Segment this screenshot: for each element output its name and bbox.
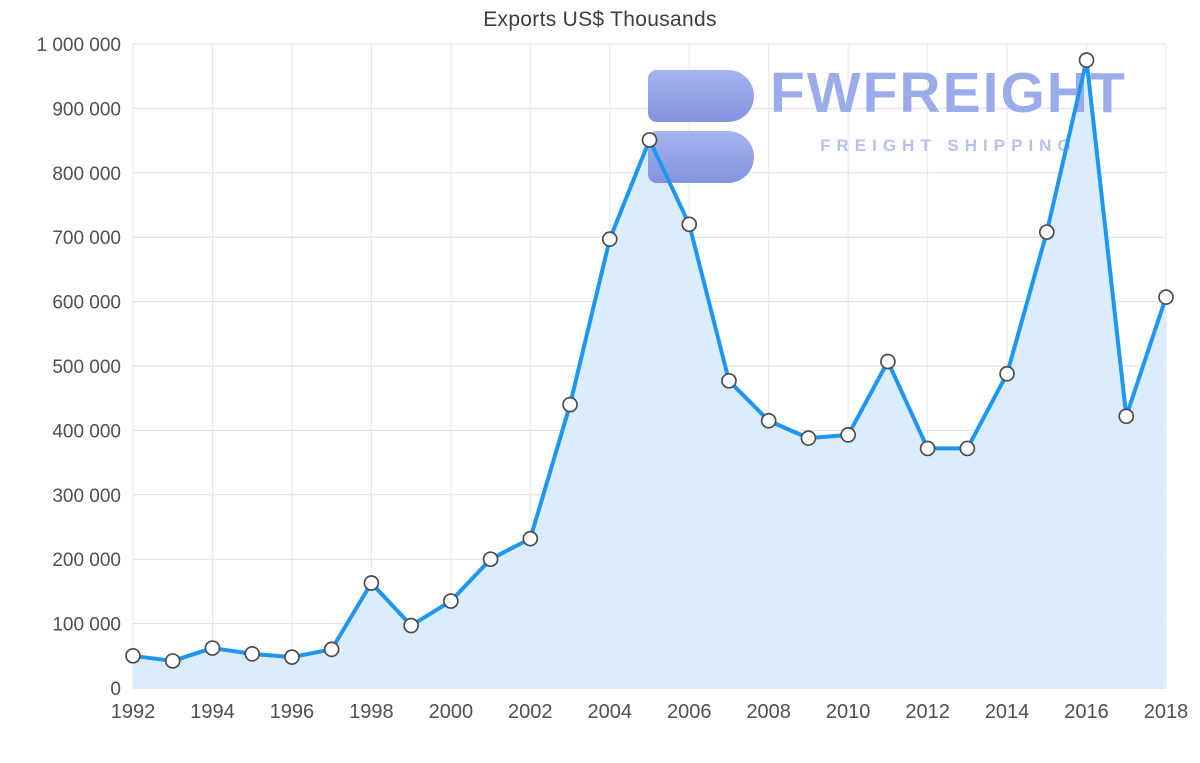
x-axis-tick-label: 2000 xyxy=(429,701,474,723)
data-point-marker xyxy=(919,440,936,457)
x-axis-tick-label: 1996 xyxy=(270,701,315,723)
y-axis-tick-label: 100 000 xyxy=(52,615,121,636)
data-point-marker xyxy=(1158,289,1174,305)
y-axis-tick-label: 300 000 xyxy=(52,486,121,507)
x-axis-tick-label: 2014 xyxy=(985,701,1030,723)
data-point-marker xyxy=(800,430,817,446)
x-axis-tick-label: 2002 xyxy=(508,701,553,723)
data-point-marker xyxy=(1038,224,1055,240)
watermark-tagline-text: FREIGHT SHIPPING xyxy=(820,135,1077,155)
x-axis-tick-label: 2016 xyxy=(1064,701,1109,723)
data-point-marker xyxy=(880,353,896,370)
x-axis-tick-label: 2012 xyxy=(905,701,950,723)
data-point-marker xyxy=(482,551,499,568)
x-axis-tick-label: 1998 xyxy=(349,701,394,723)
data-point-marker xyxy=(641,132,658,148)
x-axis-tick-label: 2008 xyxy=(746,701,791,723)
data-point-marker xyxy=(840,427,857,443)
y-axis-tick-label: 500 000 xyxy=(52,357,121,378)
data-point-marker xyxy=(959,440,976,457)
x-axis-tick-label: 2010 xyxy=(826,701,871,723)
y-axis-tick-label: 400 000 xyxy=(52,421,121,442)
data-point-marker xyxy=(999,365,1015,382)
data-point-marker xyxy=(363,575,380,591)
logo-upper-lobe xyxy=(648,70,754,122)
data-point-marker xyxy=(562,396,578,413)
y-axis-tick-label: 700 000 xyxy=(52,228,121,249)
fwfreight-watermark: FWFREIGHT FREIGHT SHIPPING xyxy=(648,61,1127,183)
data-point-marker xyxy=(204,640,221,656)
y-axis-tick-label: 1 000 000 xyxy=(36,35,121,56)
data-point-marker xyxy=(681,216,698,233)
y-axis-tick-label: 800 000 xyxy=(52,164,121,185)
data-point-marker xyxy=(1078,52,1095,68)
x-axis-tick-label: 1992 xyxy=(111,701,156,723)
data-point-marker xyxy=(164,653,181,669)
data-point-marker xyxy=(125,647,141,664)
series-line xyxy=(131,58,1168,663)
data-point-marker xyxy=(522,530,539,547)
watermark-text-block: FWFREIGHT FREIGHT SHIPPING xyxy=(770,61,1127,156)
x-axis-tick-label: 2004 xyxy=(588,701,633,723)
y-axis-tick-label: 0 xyxy=(110,679,121,700)
data-point-marker xyxy=(721,372,737,389)
data-point-marker xyxy=(284,649,300,665)
chart-title: Exports US$ Thousands xyxy=(483,8,717,31)
data-point-marker xyxy=(403,617,419,634)
x-axis-tick-label: 1994 xyxy=(190,701,235,723)
y-axis-tick-label: 200 000 xyxy=(52,550,121,571)
data-point-marker xyxy=(244,646,261,662)
data-point-marker xyxy=(323,641,340,658)
x-axis-tick-label: 2018 xyxy=(1144,701,1189,723)
area-fill xyxy=(133,60,1166,689)
data-point-marker xyxy=(1118,408,1135,425)
y-axis-tick-label: 600 000 xyxy=(52,293,121,314)
data-point-marker xyxy=(601,231,618,247)
y-axis-tick-label: 900 000 xyxy=(52,99,121,120)
data-point-marker xyxy=(442,593,459,609)
watermark-brand-text: FWFREIGHT xyxy=(770,61,1127,125)
x-axis-tick-label: 2006 xyxy=(667,701,712,723)
data-point-marker xyxy=(760,412,777,429)
